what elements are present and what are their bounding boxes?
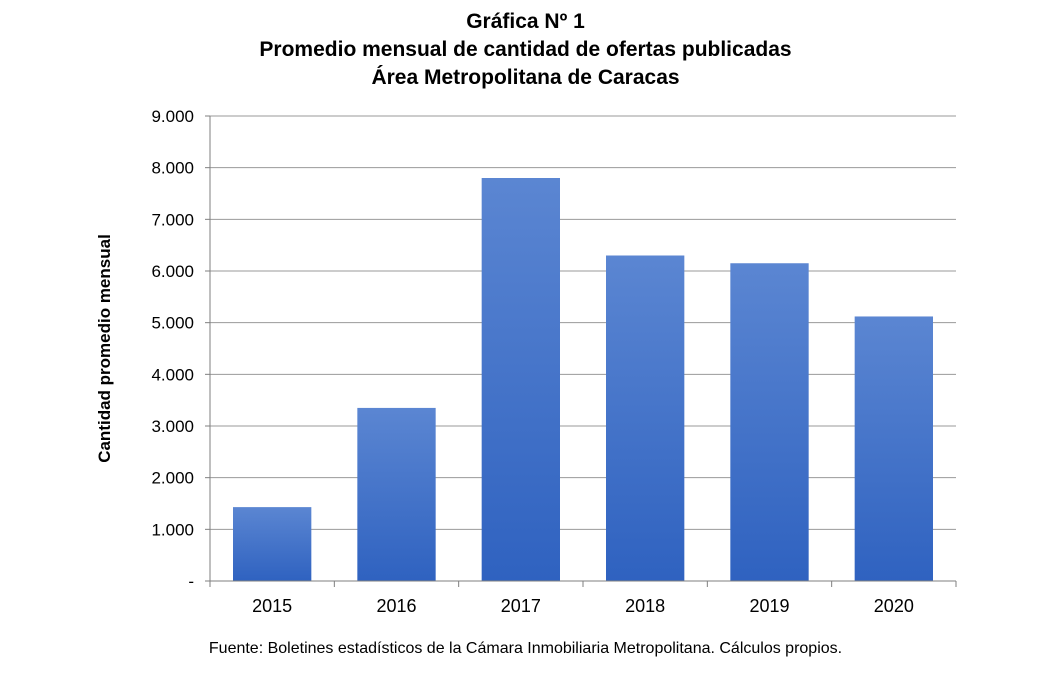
bar-2019 xyxy=(730,263,809,581)
chart-title-line-3: Área Metropolitana de Caracas xyxy=(371,66,680,89)
bar-2017 xyxy=(481,178,560,581)
x-tick-label: 2020 xyxy=(874,596,914,616)
chart-title-line-1: Gráfica Nº 1 xyxy=(466,10,585,33)
y-tick-label: - xyxy=(188,572,194,591)
y-tick-label: 9.000 xyxy=(151,107,194,126)
y-tick-label: 8.000 xyxy=(151,159,194,178)
y-tick-label: 2.000 xyxy=(151,469,194,488)
chart-title-line-2: Promedio mensual de cantidad de ofertas … xyxy=(259,38,792,61)
x-tick-label: 2015 xyxy=(252,596,292,616)
bars xyxy=(233,178,933,581)
y-axis-title: Cantidad promedio mensual xyxy=(95,234,114,463)
bar-2020 xyxy=(854,316,933,581)
gridlines xyxy=(210,115,956,530)
y-tick-label: 5.000 xyxy=(151,314,194,333)
y-tick-label: 4.000 xyxy=(151,365,194,384)
x-tick-label: 2017 xyxy=(501,596,541,616)
chart-title: Gráfica Nº 1 Promedio mensual de cantida… xyxy=(0,8,1051,92)
x-tick-label: 2018 xyxy=(625,596,665,616)
source-note: Fuente: Boletines estadísticos de la Cám… xyxy=(208,640,843,657)
axes xyxy=(205,115,957,587)
y-tick-label: 1.000 xyxy=(151,520,194,539)
tick-labels: - 1.000 2.000 3.000 4.000 5.000 6.000 7.000 8.00… xyxy=(95,107,914,616)
x-tick-label: 2019 xyxy=(749,596,789,616)
bar-2018 xyxy=(606,255,685,581)
x-tick-label: 2016 xyxy=(376,596,416,616)
y-tick-label: 6.000 xyxy=(151,262,194,281)
bar-2015 xyxy=(233,507,312,581)
bar-2016 xyxy=(357,407,436,581)
y-tick-label: 3.000 xyxy=(151,417,194,436)
y-tick-label: 7.000 xyxy=(151,210,194,229)
